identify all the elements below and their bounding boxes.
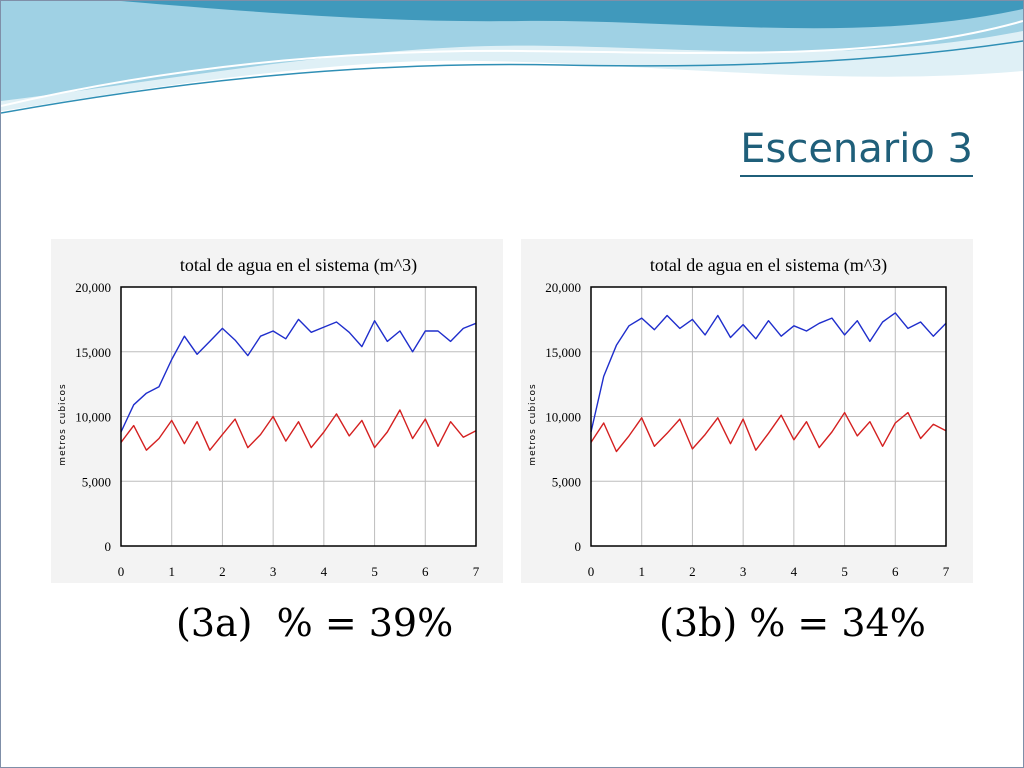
y-tick-label: 15,000 xyxy=(75,345,111,360)
header-wave-decoration xyxy=(1,1,1023,114)
chart-panel-3b: total de agua en el sistema (m^3) metros … xyxy=(521,239,973,583)
y-axis-label: metros cubicos xyxy=(58,383,68,465)
y-tick-label: 20,000 xyxy=(75,280,111,295)
chart-panel-3a: total de agua en el sistema (m^3) metros … xyxy=(51,239,503,583)
x-tick-label: 7 xyxy=(943,564,950,579)
series-line-2 xyxy=(120,409,477,451)
caption-3a: (3a) % = 39% xyxy=(176,601,454,645)
x-tick-label: 3 xyxy=(270,564,277,579)
caption-3b: (3b) % = 34% xyxy=(659,601,926,645)
x-tick-label: 2 xyxy=(689,564,696,579)
plot-frame xyxy=(120,286,477,547)
x-tick-label: 0 xyxy=(588,564,595,579)
chart-3a: total de agua en el sistema (m^3) metros … xyxy=(58,255,480,579)
y-tick-label: 5,000 xyxy=(552,474,581,489)
y-tick-label: 10,000 xyxy=(75,410,111,425)
x-tick-label: 1 xyxy=(168,564,175,579)
chart-title: total de agua en el sistema (m^3) xyxy=(650,255,887,276)
x-tick-label: 2 xyxy=(219,564,226,579)
y-tick-label: 10,000 xyxy=(545,410,581,425)
chart-title: total de agua en el sistema (m^3) xyxy=(180,255,417,276)
x-tick-label: 0 xyxy=(118,564,125,579)
series-line-2 xyxy=(590,411,947,453)
x-tick-label: 6 xyxy=(422,564,429,579)
x-tick-label: 7 xyxy=(473,564,480,579)
x-tick-label: 4 xyxy=(321,564,328,579)
x-tick-label: 4 xyxy=(791,564,798,579)
y-tick-label: 20,000 xyxy=(545,280,581,295)
x-tick-label: 6 xyxy=(892,564,899,579)
series-line-1 xyxy=(120,318,477,433)
x-tick-label: 5 xyxy=(371,564,378,579)
x-tick-label: 1 xyxy=(638,564,645,579)
plot-frame xyxy=(590,286,947,547)
y-tick-label: 15,000 xyxy=(545,345,581,360)
slide-title: Escenario 3 xyxy=(740,123,973,177)
series-line-1 xyxy=(590,312,947,433)
y-tick-label: 0 xyxy=(105,539,112,554)
x-tick-label: 3 xyxy=(740,564,747,579)
y-axis-label: metros cubicos xyxy=(528,383,538,465)
x-tick-label: 5 xyxy=(841,564,848,579)
y-tick-label: 5,000 xyxy=(82,474,111,489)
chart-3b: total de agua en el sistema (m^3) metros … xyxy=(528,255,950,579)
y-tick-label: 0 xyxy=(575,539,582,554)
